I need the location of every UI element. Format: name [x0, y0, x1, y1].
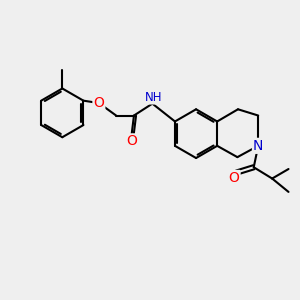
Text: O: O	[229, 171, 240, 185]
Text: O: O	[93, 96, 104, 110]
Text: NH: NH	[145, 91, 163, 103]
Text: N: N	[253, 139, 263, 153]
Text: O: O	[126, 134, 137, 148]
